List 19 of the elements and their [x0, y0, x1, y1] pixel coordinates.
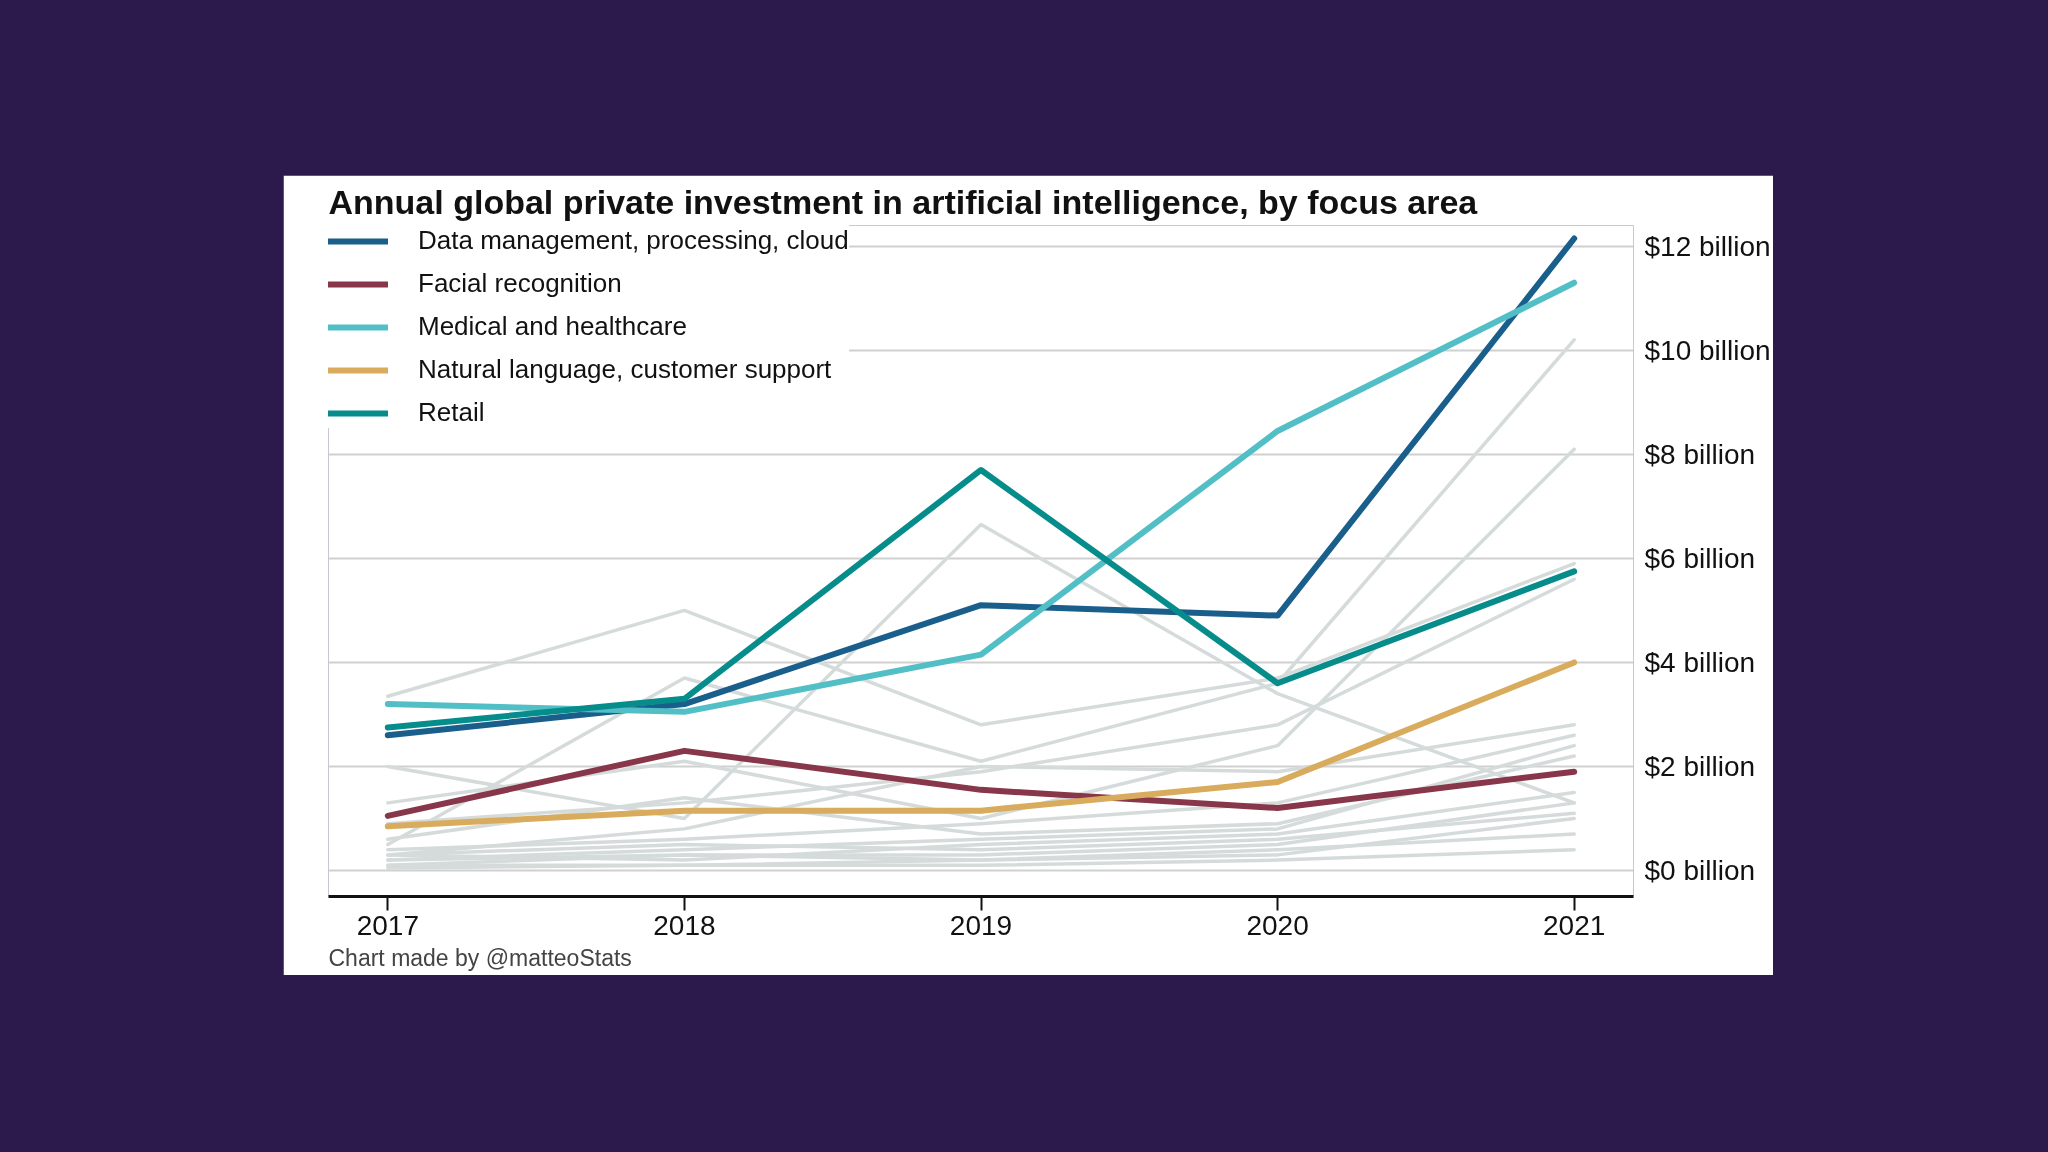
y-tick-label: $4 billion — [1644, 646, 1756, 678]
x-tick-label: 2020 — [1246, 909, 1309, 941]
x-tick-label: 2019 — [949, 909, 1013, 941]
legend-label: Data management, processing, cloud — [418, 225, 849, 256]
text: Chart made by @matteoStats — [328, 944, 632, 971]
x-tick-label: 2021 — [1543, 909, 1606, 941]
legend-label: Facial recognition — [418, 268, 622, 299]
x-tick-label: 2017 — [356, 909, 419, 941]
y-tick-label: $0 billion — [1644, 854, 1756, 886]
chart-title: Annual global private investment in artificial intelligence, by focus area — [328, 182, 1479, 221]
y-tick-label: $12 billion — [1644, 230, 1771, 262]
legend-label: Natural language, customer support — [418, 354, 832, 385]
x-tick-label: 2018 — [653, 909, 716, 941]
y-tick-label: $10 billion — [1644, 334, 1771, 366]
legend-label: Medical and healthcare — [418, 311, 687, 342]
y-tick-label: $8 billion — [1644, 438, 1756, 470]
y-tick-label: $6 billion — [1644, 542, 1756, 574]
y-tick-label: $2 billion — [1644, 750, 1756, 782]
legend-label: Retail — [418, 397, 485, 428]
